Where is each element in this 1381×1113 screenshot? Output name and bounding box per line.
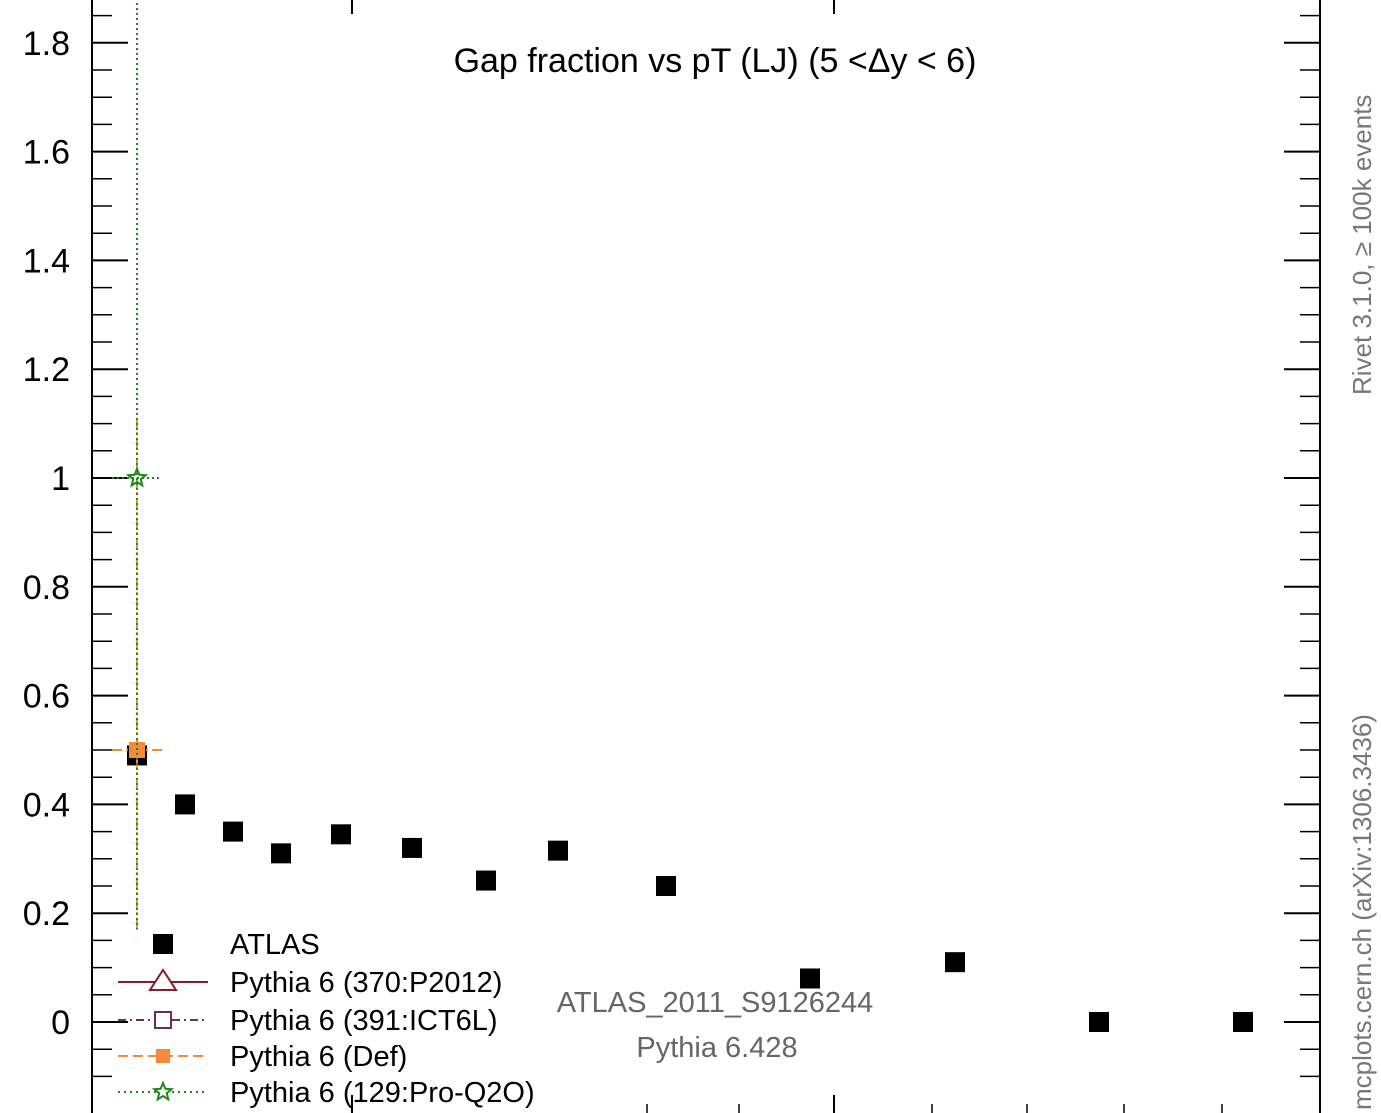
atlas-data-point — [800, 968, 820, 989]
atlas-data-point — [476, 870, 496, 891]
rivet-version-label: Rivet 3.1.0, ≥ 100k events — [1347, 95, 1377, 395]
y-tick-label: 0 — [51, 1004, 70, 1042]
atlas-data-point — [402, 837, 422, 858]
y-tick-label: 0.4 — [23, 786, 70, 824]
atlas-data-point — [945, 952, 965, 973]
chart-title: Gap fraction vs pT (LJ) (5 <Δy < 6) — [454, 42, 977, 80]
atlas-data-point — [175, 794, 195, 815]
mcplots-source-label: mcplots.cern.ch (arXiv:1306.3436) — [1347, 714, 1377, 1110]
y-tick-label: 0.8 — [23, 569, 70, 607]
atlas-data-point — [656, 876, 676, 896]
legend-marker — [148, 968, 178, 991]
y-tick-label: 0.2 — [23, 895, 70, 933]
legend-label: Pythia 6 (129:Pro-Q2O) — [230, 1077, 535, 1109]
y-tick-label: 1.8 — [23, 25, 70, 63]
atlas-data-point — [548, 840, 568, 861]
y-axis-ticks: 0 0.2 0.4 0.6 0.8 1 1.2 1.4 1.6 1.8 — [23, 14, 1320, 1078]
atlas-data-point — [1233, 1012, 1253, 1032]
legend-marker — [151, 1080, 175, 1102]
legend-marker — [154, 1011, 172, 1029]
y-tick-label: 1.4 — [23, 242, 70, 280]
legend-marker — [156, 1049, 170, 1063]
legend-label: Pythia 6 (391:ICT6L) — [230, 1005, 498, 1037]
legend-label: ATLAS — [230, 929, 320, 961]
y-tick-label: 1 — [51, 460, 70, 498]
analysis-id-label: ATLAS_2011_S9126244 — [557, 987, 874, 1019]
y-tick-label: 1.2 — [23, 351, 70, 389]
data-marks — [112, 0, 1253, 1032]
plot-frame — [91, 0, 1321, 1113]
y-tick-label: 0.6 — [23, 678, 70, 716]
atlas-data-point — [271, 843, 291, 864]
legend: ATLAS Pythia 6 (370:P2012) Pythia 6 (391:I… — [118, 929, 535, 1109]
atlas-data-point — [223, 821, 243, 842]
generator-label: Pythia 6.428 — [636, 1032, 797, 1064]
atlas-data-point — [1089, 1012, 1109, 1032]
legend-label: Pythia 6 (Def) — [230, 1041, 407, 1073]
q2o-data-point — [125, 466, 149, 488]
atlas-data-point — [331, 824, 351, 845]
y-tick-label: 1.6 — [23, 134, 70, 172]
legend-label: Pythia 6 (370:P2012) — [230, 967, 502, 999]
x-axis-ticks — [351, 0, 1223, 1113]
legend-marker — [153, 934, 173, 954]
